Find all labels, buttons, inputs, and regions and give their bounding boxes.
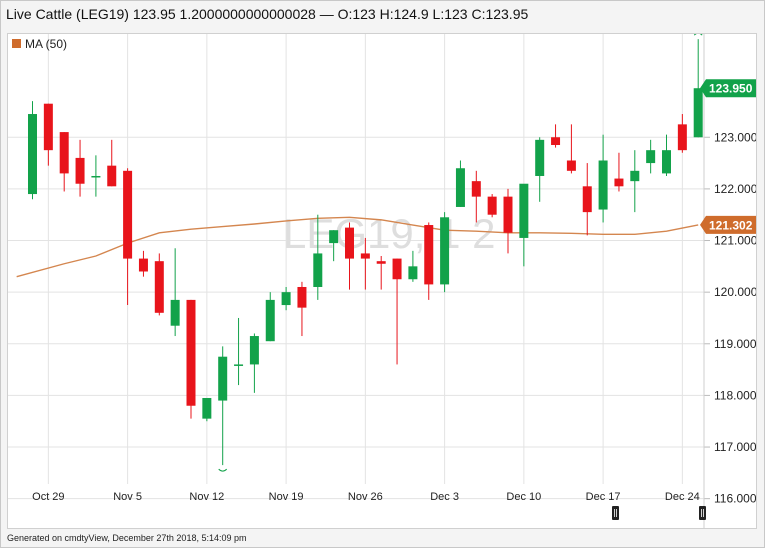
- x-tick-label: Dec 3: [430, 491, 459, 503]
- y-tick-label: 119.000: [714, 337, 756, 351]
- candle-body-down[interactable]: [75, 157, 85, 184]
- candle-body-up[interactable]: [28, 114, 37, 195]
- candle-body-down[interactable]: [186, 299, 196, 406]
- candle-body-up[interactable]: [630, 170, 640, 182]
- candle-body-down[interactable]: [43, 103, 53, 151]
- candle-body-down[interactable]: [503, 196, 513, 233]
- candle-body-down[interactable]: [138, 258, 148, 272]
- y-tick-label: 122.000: [714, 182, 756, 196]
- candle-body-up[interactable]: [408, 266, 418, 280]
- candle-body-down[interactable]: [360, 253, 370, 259]
- period-high-marker: [693, 32, 703, 36]
- candle-body-down[interactable]: [566, 160, 576, 171]
- candle-body-up[interactable]: [646, 150, 656, 164]
- last-price-badge: [700, 79, 756, 98]
- candle-body-down[interactable]: [154, 261, 164, 313]
- candle-body-up[interactable]: [693, 88, 703, 138]
- x-tick-label: Nov 5: [113, 491, 142, 503]
- symbol-watermark: LEG19, 1 2: [283, 210, 495, 257]
- candle-body-down[interactable]: [677, 124, 687, 151]
- candle-body-down[interactable]: [487, 196, 497, 215]
- candle-body-down[interactable]: [107, 165, 117, 187]
- candle-body-up[interactable]: [662, 150, 671, 174]
- candle-body-up[interactable]: [265, 299, 275, 342]
- x-tick-label: Dec 17: [586, 491, 621, 503]
- period-low-marker: [218, 468, 228, 472]
- range-end-handle[interactable]: [699, 506, 706, 520]
- candle-body-down[interactable]: [471, 181, 481, 197]
- candle-body-up[interactable]: [535, 139, 545, 176]
- last-price-label: 123.950: [709, 82, 753, 96]
- chart-title: Live Cattle (LEG19) 123.95 1.20000000000…: [6, 6, 529, 22]
- candle-body-up[interactable]: [91, 175, 101, 178]
- candle-body-up[interactable]: [202, 397, 212, 419]
- candle-body-down[interactable]: [582, 186, 592, 213]
- candle-body-down[interactable]: [614, 178, 624, 187]
- candle-body-down[interactable]: [551, 137, 561, 146]
- candle-body-up[interactable]: [329, 230, 339, 244]
- candle-body-up[interactable]: [170, 299, 180, 326]
- x-tick-label: Dec 24: [665, 491, 700, 503]
- y-tick-label: 121.000: [714, 234, 756, 248]
- candle-body-up[interactable]: [313, 253, 323, 287]
- candle-body-down[interactable]: [59, 132, 69, 174]
- legend-label-ma: MA (50): [25, 37, 67, 51]
- ma-value-label: 121.302: [709, 218, 753, 232]
- x-tick-label: Nov 12: [189, 491, 224, 503]
- x-tick-label: Dec 10: [506, 491, 541, 503]
- candle-body-up[interactable]: [598, 160, 608, 210]
- candle-body-down[interactable]: [345, 227, 354, 259]
- candle-body-down[interactable]: [123, 170, 133, 259]
- y-tick-label: 118.000: [714, 388, 756, 402]
- candle-body-up[interactable]: [440, 217, 450, 285]
- generated-footer: Generated on cmdtyView, December 27th 20…: [7, 533, 247, 543]
- candlestick-chart[interactable]: 116.000 117.000 118.000 119.000 120.000 121.0…: [8, 32, 758, 528]
- x-tick-label: Nov 26: [348, 491, 383, 503]
- y-tick-label: 120.000: [714, 285, 756, 299]
- candle-body-up[interactable]: [281, 292, 291, 306]
- candle-body-down[interactable]: [376, 261, 386, 264]
- candle-body-down[interactable]: [297, 286, 307, 308]
- candle-body-up[interactable]: [455, 168, 465, 207]
- legend-swatch-ma: [12, 39, 21, 48]
- candle-body-up[interactable]: [218, 356, 228, 401]
- candle-body-up[interactable]: [249, 336, 259, 365]
- candle-body-down[interactable]: [392, 258, 402, 280]
- y-tick-label: 123.000: [714, 130, 756, 144]
- y-tick-label: 117.000: [714, 440, 756, 454]
- y-tick-label: 116.000: [714, 492, 756, 506]
- x-tick-label: Oct 29: [32, 491, 64, 503]
- candle-body-up[interactable]: [234, 364, 244, 366]
- candle-body-down[interactable]: [424, 225, 434, 285]
- ma-value-badge: [700, 215, 756, 234]
- candle-body-up[interactable]: [519, 183, 529, 238]
- chart-plot-area[interactable]: 116.000 117.000 118.000 119.000 120.000 121.0…: [7, 32, 758, 529]
- x-tick-label: Nov 19: [269, 491, 304, 503]
- range-start-handle[interactable]: [612, 506, 619, 520]
